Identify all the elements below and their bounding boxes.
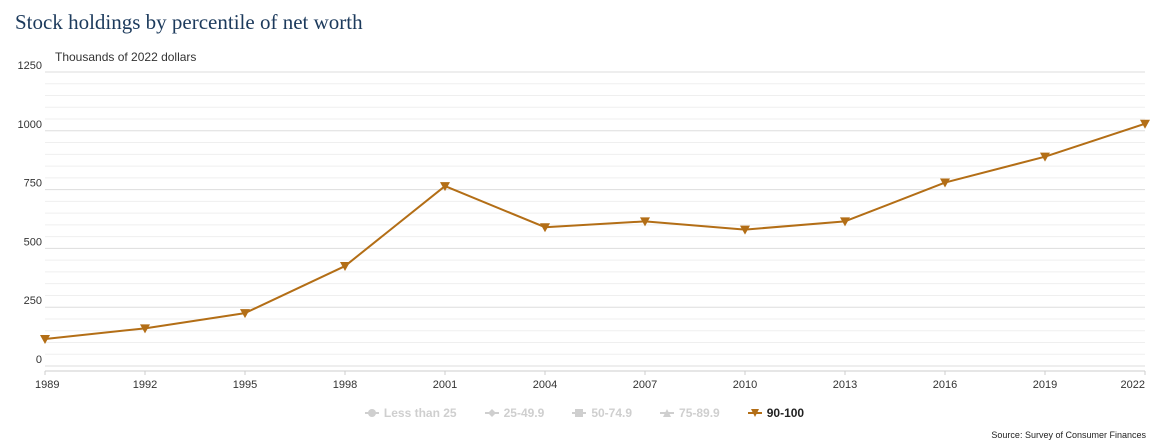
legend-item-75-89-9[interactable]: 75-89.9 [660, 406, 720, 420]
x-tick-label: 2019 [1033, 379, 1057, 391]
square-marker-icon [572, 409, 587, 417]
legend-label: Less than 25 [383, 406, 457, 420]
legend-label: 90-100 [766, 406, 805, 420]
x-tick-label: 2022 [1121, 379, 1145, 391]
y-tick-label: 500 [24, 236, 42, 248]
series-layer [40, 119, 1150, 344]
data-point-marker [1140, 119, 1150, 129]
x-tick-label: 2007 [633, 379, 657, 391]
x-tick-label: 2001 [433, 379, 457, 391]
data-point-marker [740, 225, 750, 235]
legend-item-less-than-25[interactable]: Less than 25 [364, 406, 457, 420]
y-axis-label: Thousands of 2022 dollars [55, 50, 196, 64]
x-tick-label: 2010 [733, 379, 757, 391]
series-line-90-100 [44, 122, 1146, 340]
legend-item-90-100[interactable]: 90-100 [747, 406, 805, 420]
x-tick-label: 1998 [333, 379, 357, 391]
y-axis: 0 250 500 750 1000 1250 [18, 60, 42, 366]
y-tick-label: 750 [24, 178, 42, 190]
data-point-marker [1040, 152, 1050, 162]
diamond-marker-icon [484, 409, 499, 417]
x-tick-label: 2004 [533, 379, 557, 391]
source-note: Source: Survey of Consumer Finances [991, 430, 1146, 440]
y-tick-label: 1000 [18, 119, 42, 131]
data-point-marker [240, 309, 250, 319]
data-point-marker [140, 324, 150, 334]
circle-marker-icon [364, 409, 379, 417]
legend-item-25-49-9[interactable]: 25-49.9 [484, 406, 545, 420]
legend: Less than 25 25-49.9 50-74.9 75-89.9 90-… [0, 406, 1169, 420]
data-point-marker [340, 262, 350, 272]
legend-label: 75-89.9 [679, 406, 720, 420]
data-point-marker [640, 217, 650, 227]
legend-label: 50-74.9 [591, 406, 633, 420]
legend-item-50-74-9[interactable]: 50-74.9 [572, 406, 632, 420]
y-tick-label: 0 [36, 354, 42, 366]
data-point-marker [940, 178, 950, 188]
y-tick-label: 250 [24, 295, 42, 307]
legend-label: 25-49.9 [503, 406, 545, 420]
x-tick-label: 2013 [833, 379, 857, 391]
x-tick-label: 1989 [35, 379, 59, 391]
x-axis: 1989 1992 1995 1998 2001 2004 2007 2010 2013 2016… [35, 370, 1146, 391]
triangle-up-marker-icon [660, 409, 675, 417]
x-tick-label: 1992 [133, 379, 157, 391]
y-tick-label: 1250 [18, 60, 42, 72]
x-tick-label: 2016 [933, 379, 957, 391]
data-point-marker [840, 217, 850, 227]
x-tick-label: 1995 [233, 379, 257, 391]
triangle-down-marker-icon [747, 409, 762, 417]
grid-lines [45, 71, 1145, 367]
data-point-marker [440, 182, 450, 192]
data-point-marker [40, 334, 50, 344]
chart-title: Stock holdings by percentile of net wort… [15, 10, 363, 34]
data-point-marker [540, 223, 550, 233]
